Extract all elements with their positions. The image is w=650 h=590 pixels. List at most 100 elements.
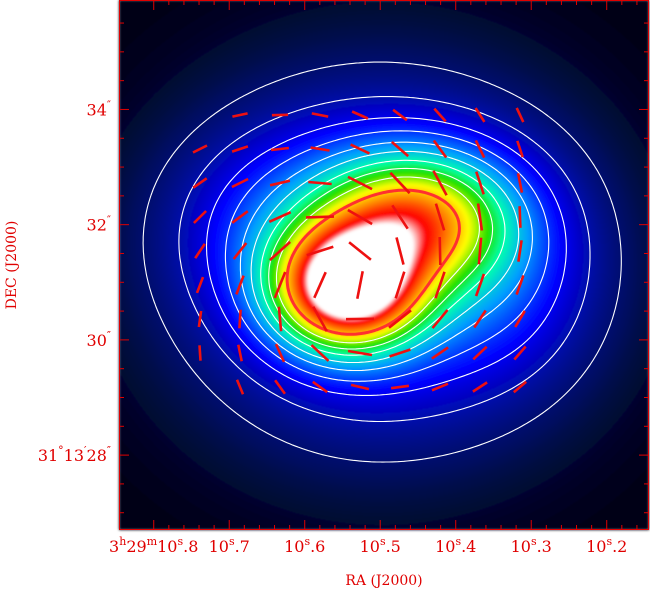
tick-label: 31°13′28″: [38, 444, 111, 465]
polarization-vector: [472, 381, 488, 393]
polarization-vector: [305, 215, 335, 219]
tick-label: 10s.7: [209, 535, 250, 556]
polarization-vector: [516, 140, 524, 158]
polarization-vector: [273, 271, 287, 299]
contour-level: [268, 167, 494, 350]
polarization-vector: [392, 108, 408, 122]
polarization-vector: [269, 240, 291, 262]
polarization-vectors: [192, 107, 528, 395]
polarization-vector: [232, 242, 248, 260]
polarization-vector: [515, 274, 525, 296]
polarization-vector: [312, 380, 328, 394]
polarization-vector: [432, 139, 448, 159]
polarization-vector: [194, 243, 206, 259]
polarization-vector: [231, 177, 249, 189]
polarization-vector: [390, 384, 410, 390]
polarization-vector: [277, 306, 283, 332]
polarization-vector: [231, 145, 249, 153]
polarization-vector: [356, 271, 364, 299]
polarization-vector: [389, 348, 411, 358]
polarization-vector: [474, 273, 486, 297]
polarization-vector: [238, 309, 242, 329]
contour-level: [285, 188, 461, 336]
polarization-vector: [235, 379, 245, 395]
polarization-vector: [431, 346, 449, 360]
polarization-vector: [306, 245, 334, 257]
axis-ticks: [119, 0, 649, 530]
y-tick-labels: 34″ 32″ 30″ 31°13′28″: [38, 98, 111, 465]
polarization-vector: [308, 180, 332, 186]
polarization-vector: [197, 310, 203, 328]
polarization-vector: [269, 179, 291, 187]
polarization-vector: [198, 345, 202, 361]
polarization-vector: [391, 204, 409, 230]
tick-label: 10s.2: [586, 535, 627, 556]
contour-level: [178, 96, 591, 423]
polarization-vector: [514, 310, 526, 328]
polarization-vector: [274, 343, 286, 363]
polarization-vector: [347, 349, 373, 357]
x-tick-labels: 3h29m10s.8 10s.7 10s.6 10s.5 10s.4 10s.3 10s.2: [109, 535, 627, 556]
tick-label: 10s.5: [360, 535, 401, 556]
tick-label: 30″: [87, 329, 111, 350]
polarization-vector: [310, 146, 330, 152]
polarization-vector: [517, 240, 523, 262]
contour-level: [142, 61, 622, 463]
polarization-vector: [475, 171, 485, 195]
x-axis-title: RA (J2000): [345, 573, 422, 589]
plot-frame: [119, 0, 649, 530]
polarization-vector: [472, 345, 488, 361]
polarization-vector: [347, 175, 373, 191]
tick-label: 3h29m10s.8: [109, 535, 198, 556]
tick-label: 32″: [87, 214, 111, 235]
polarization-vector: [473, 309, 487, 329]
polarization-vector: [312, 306, 328, 332]
polarization-vector: [438, 236, 442, 266]
contour-level: [260, 159, 506, 356]
polarization-vector: [477, 237, 483, 265]
polarization-vector: [516, 173, 524, 193]
polarization-vector: [515, 107, 525, 123]
polarization-vector: [351, 110, 369, 120]
polarization-vector: [231, 210, 249, 224]
polarization-vector: [434, 271, 446, 299]
polarization-vector: [310, 344, 330, 362]
polarization-vector: [237, 344, 243, 362]
polarization-vector: [433, 107, 447, 123]
contour-level: [224, 130, 550, 382]
polarization-vector: [513, 345, 527, 361]
polarization-vector: [389, 171, 411, 195]
polarization-vector: [192, 177, 208, 189]
polarization-vector: [434, 203, 446, 231]
polarization-vector: [388, 309, 412, 329]
polarization-vector: [268, 211, 292, 223]
contour-level: [205, 117, 567, 396]
polarization-vector: [432, 170, 448, 196]
polarization-vector: [431, 382, 449, 392]
polarization-vector: [474, 139, 486, 159]
tick-label: 10s.4: [435, 535, 476, 556]
polarization-vector: [313, 271, 327, 299]
polarization-vector: [192, 144, 208, 154]
polarization-vector: [195, 276, 205, 294]
polarization-vector: [476, 203, 484, 231]
polarization-vector: [350, 383, 370, 391]
polarization-vector: [390, 140, 410, 158]
polarization-vector: [347, 208, 373, 226]
polarization-vector: [235, 275, 245, 295]
polarization-vector: [431, 309, 449, 329]
polarization-vector: [350, 143, 370, 155]
intensity-heatmap: [119, 0, 649, 530]
polarization-vector: [274, 379, 286, 395]
polarization-vector: [518, 206, 522, 228]
polarization-vector: [192, 210, 208, 224]
polarization-vector: [232, 112, 248, 118]
polarization-vector: [311, 112, 329, 118]
polarization-vector: [395, 237, 405, 265]
tick-label: 10s.3: [511, 535, 552, 556]
tick-label: 34″: [87, 98, 111, 119]
polarization-vector: [348, 241, 372, 261]
polarization-vector: [394, 271, 406, 299]
polarization-vector: [474, 107, 486, 123]
